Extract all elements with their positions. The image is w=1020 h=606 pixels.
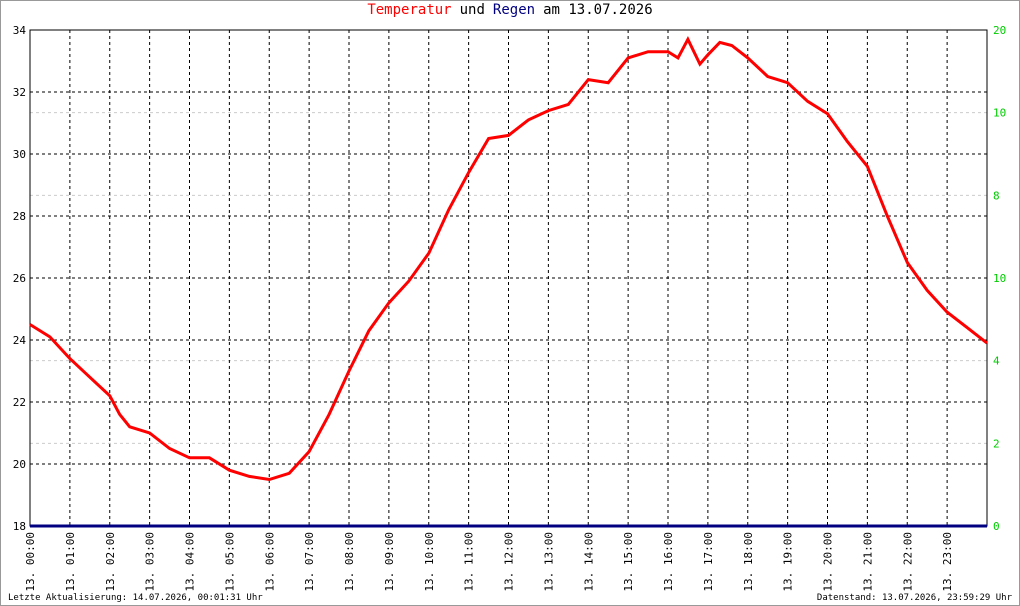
x-tick-label: 13. 15:00 [622, 532, 635, 592]
x-tick-label: 13. 01:00 [64, 532, 77, 592]
y-tick-label: 20 [13, 458, 26, 471]
x-tick-label: 13. 03:00 [144, 532, 157, 592]
title-part: und [460, 2, 485, 18]
x-tick-label: 13. 10:00 [423, 532, 436, 592]
y2-tick-label: 2 [993, 437, 1000, 450]
x-tick-label: 13. 04:00 [184, 532, 197, 592]
x-tick-label: 13. 05:00 [223, 532, 236, 592]
y-tick-label: 24 [13, 334, 27, 347]
x-tick-label: 13. 09:00 [383, 532, 396, 592]
y-tick-label: 30 [13, 148, 26, 161]
y-tick-label: 22 [13, 396, 26, 409]
chart-title: Temperatur und Regen am 13.07.2026 [367, 2, 652, 18]
y2-tick-label: 4 [993, 355, 1000, 368]
footer-right: Datenstand: 13.07.2026, 23:59:29 Uhr [817, 593, 1013, 603]
y-tick-label: 28 [13, 210, 26, 223]
x-tick-label: 13. 08:00 [343, 532, 356, 592]
title-part: Regen [493, 2, 535, 18]
x-tick-label: 13. 23:00 [941, 532, 954, 592]
y2-tick-label: 20 [993, 24, 1006, 37]
x-tick-label: 13. 21:00 [861, 532, 874, 592]
series-line [29, 35, 988, 482]
y-tick-label: 18 [13, 520, 26, 533]
y2-tick-label: 0 [993, 520, 1000, 533]
x-tick-label: 13. 17:00 [702, 532, 715, 592]
x-tick-label: 13. 14:00 [582, 532, 595, 592]
x-tick-label: 13. 07:00 [303, 532, 316, 592]
x-tick-label: 13. 20:00 [822, 532, 835, 592]
x-tick-label: 13. 19:00 [782, 532, 795, 592]
title-part: Temperatur [367, 2, 451, 18]
y-tick-label: 26 [13, 272, 26, 285]
x-tick-label: 13. 12:00 [503, 532, 516, 592]
x-tick-label: 13. 13:00 [542, 532, 555, 592]
footer-left: Letzte Aktualisierung: 14.07.2026, 00:01… [8, 593, 263, 603]
x-tick-label: 13. 00:00 [24, 532, 37, 592]
x-tick-label: 13. 16:00 [662, 532, 675, 592]
x-tick-label: 13. 18:00 [742, 532, 755, 592]
y-tick-label: 34 [13, 24, 27, 37]
x-tick-label: 13. 22:00 [901, 532, 914, 592]
y-tick-label: 32 [13, 86, 26, 99]
y2-tick-label: 10 [993, 107, 1006, 120]
title-part: am 13.07.2026 [543, 2, 653, 18]
x-tick-label: 13. 02:00 [104, 532, 117, 592]
x-tick-label: 13. 06:00 [263, 532, 276, 592]
y2-tick-label: 8 [993, 189, 1000, 202]
x-tick-label: 13. 11:00 [463, 532, 476, 592]
y2-tick-label: 10 [993, 272, 1006, 285]
